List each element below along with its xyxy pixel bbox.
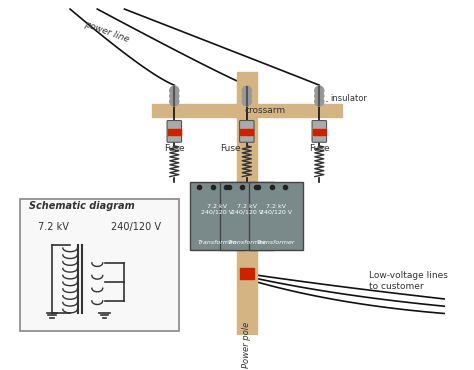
Text: 240/120 V: 240/120 V xyxy=(111,222,161,232)
Text: 7.2 kV
240/120 V: 7.2 kV 240/120 V xyxy=(201,204,233,215)
FancyBboxPatch shape xyxy=(20,199,179,331)
Circle shape xyxy=(242,97,251,106)
Circle shape xyxy=(170,97,179,106)
Circle shape xyxy=(242,86,251,95)
Circle shape xyxy=(315,86,324,95)
Circle shape xyxy=(170,91,179,101)
Bar xyxy=(237,73,257,335)
Text: Fuse: Fuse xyxy=(164,144,184,153)
Text: crossarm: crossarm xyxy=(245,106,285,115)
FancyBboxPatch shape xyxy=(190,182,245,250)
Text: Transformer: Transformer xyxy=(198,240,237,245)
Text: Fuse: Fuse xyxy=(309,144,329,153)
Text: power line: power line xyxy=(83,20,130,44)
Circle shape xyxy=(315,91,324,101)
Circle shape xyxy=(170,86,179,95)
Text: insulator: insulator xyxy=(330,94,367,103)
Text: 7.2 kV
240/120 V: 7.2 kV 240/120 V xyxy=(260,204,292,215)
FancyBboxPatch shape xyxy=(249,182,303,250)
FancyBboxPatch shape xyxy=(219,182,274,250)
Text: 7.2 kV
240/120 V: 7.2 kV 240/120 V xyxy=(231,204,263,215)
FancyBboxPatch shape xyxy=(239,121,254,142)
Bar xyxy=(235,104,259,111)
Text: Schematic diagram: Schematic diagram xyxy=(29,201,135,211)
FancyBboxPatch shape xyxy=(167,121,182,142)
Circle shape xyxy=(315,97,324,106)
Text: Transformer: Transformer xyxy=(257,240,295,245)
Bar xyxy=(168,129,181,135)
Text: Low-voltage lines
to customer: Low-voltage lines to customer xyxy=(369,271,448,290)
Bar xyxy=(240,129,253,135)
Bar xyxy=(152,104,342,117)
Text: Transformer: Transformer xyxy=(228,240,266,245)
Bar xyxy=(313,129,326,135)
Circle shape xyxy=(242,91,251,101)
Text: 7.2 kV: 7.2 kV xyxy=(38,222,69,232)
FancyBboxPatch shape xyxy=(312,121,327,142)
Text: Fuse: Fuse xyxy=(220,144,241,153)
Text: Power pole: Power pole xyxy=(242,322,251,368)
Bar xyxy=(239,268,254,279)
